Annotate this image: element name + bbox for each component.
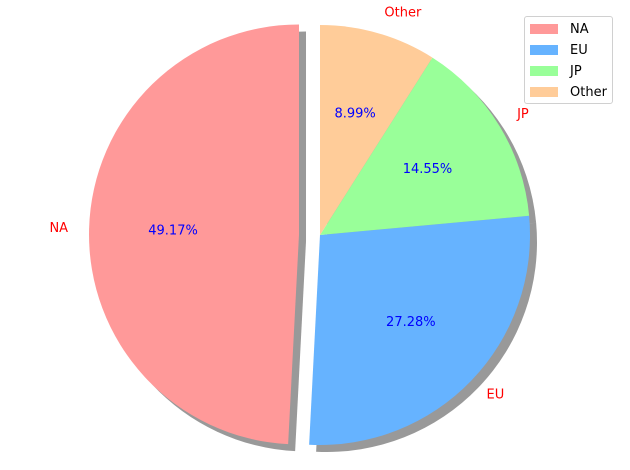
legend-swatch-eu xyxy=(530,45,558,55)
legend-item-eu: EU xyxy=(530,41,588,59)
legend-item-na: NA xyxy=(530,20,589,38)
legend-label-eu: EU xyxy=(570,42,588,58)
legend-swatch-jp xyxy=(530,66,558,76)
slice-pct-label-eu: 27.28% xyxy=(386,315,436,330)
pie-slice-na xyxy=(89,24,300,445)
legend-swatch-na xyxy=(530,24,558,34)
pie-slice-eu xyxy=(309,215,530,445)
legend-label-na: NA xyxy=(570,21,589,37)
legend-item-jp: JP xyxy=(530,62,582,80)
slice-label-eu: EU xyxy=(487,388,505,403)
legend-label-other: Other xyxy=(570,84,607,100)
legend: NA EU JP Other xyxy=(524,16,613,104)
label-layer: NA 49.17% EU 27.28% JP 14.55% Other 8.99% xyxy=(49,6,528,403)
slice-pct-label-na: 49.17% xyxy=(148,224,198,239)
slice-label-other: Other xyxy=(384,6,422,21)
legend-label-jp: JP xyxy=(570,63,582,79)
legend-item-other: Other xyxy=(530,83,607,101)
slice-layer xyxy=(89,24,530,445)
slice-label-jp: JP xyxy=(516,107,529,122)
slice-label-na: NA xyxy=(49,221,68,236)
slice-pct-label-jp: 14.55% xyxy=(403,162,453,177)
slice-pct-label-other: 8.99% xyxy=(334,106,375,121)
pie-slice-other xyxy=(320,25,433,235)
legend-swatch-other xyxy=(530,87,558,97)
pie-slice-jp xyxy=(320,57,530,236)
